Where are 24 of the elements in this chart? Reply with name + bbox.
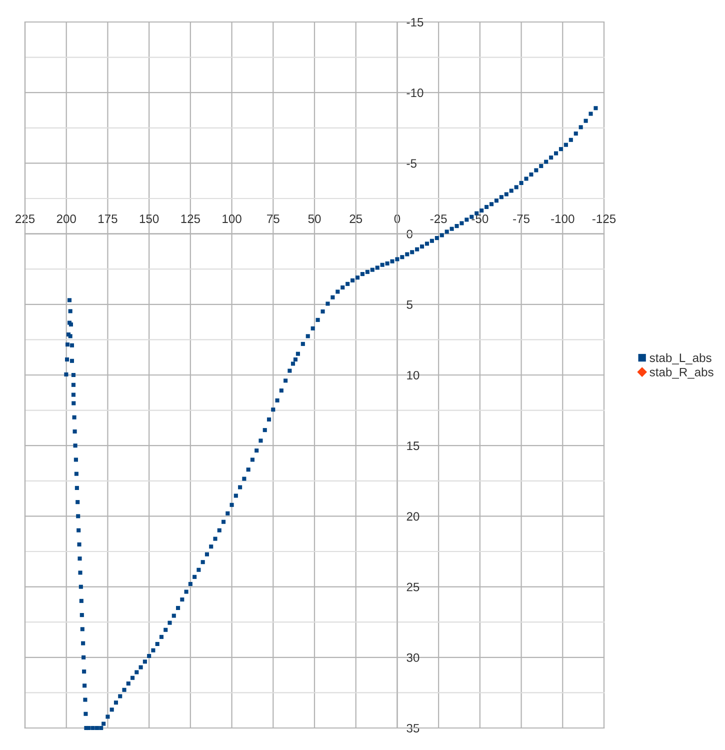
x-tick-label: 125 xyxy=(181,214,200,224)
x-tick-label: 100 xyxy=(222,214,242,224)
x-tick-label: -100 xyxy=(551,214,574,224)
x-tick-label: 175 xyxy=(98,214,118,224)
x-tick-label: 200 xyxy=(56,214,76,224)
x-tick-label: -50 xyxy=(472,214,488,224)
y-tick-label: 5 xyxy=(406,300,412,309)
x-tick-label: -25 xyxy=(430,214,447,224)
y-tick-label: 30 xyxy=(406,653,420,662)
legend-label: stab_L_abs xyxy=(650,353,712,364)
y-tick-label: 25 xyxy=(406,582,420,592)
y-tick-label: -15 xyxy=(406,18,424,26)
legend-label: stab_R_abs xyxy=(650,368,714,379)
x-tick-label: 150 xyxy=(140,214,159,224)
x-tick-label: 50 xyxy=(308,214,321,224)
x-tick-label: -75 xyxy=(513,214,530,224)
x-tick-label: 75 xyxy=(267,214,280,224)
y-tick-label: 10 xyxy=(407,370,420,380)
y-tick-label: -5 xyxy=(406,159,416,168)
y-tick-label: 15 xyxy=(407,442,420,450)
x-tick-label: 25 xyxy=(350,214,362,224)
y-tick-label: -10 xyxy=(406,88,424,98)
y-tick-label: 20 xyxy=(406,512,420,521)
x-tick-label: -125 xyxy=(592,214,616,224)
